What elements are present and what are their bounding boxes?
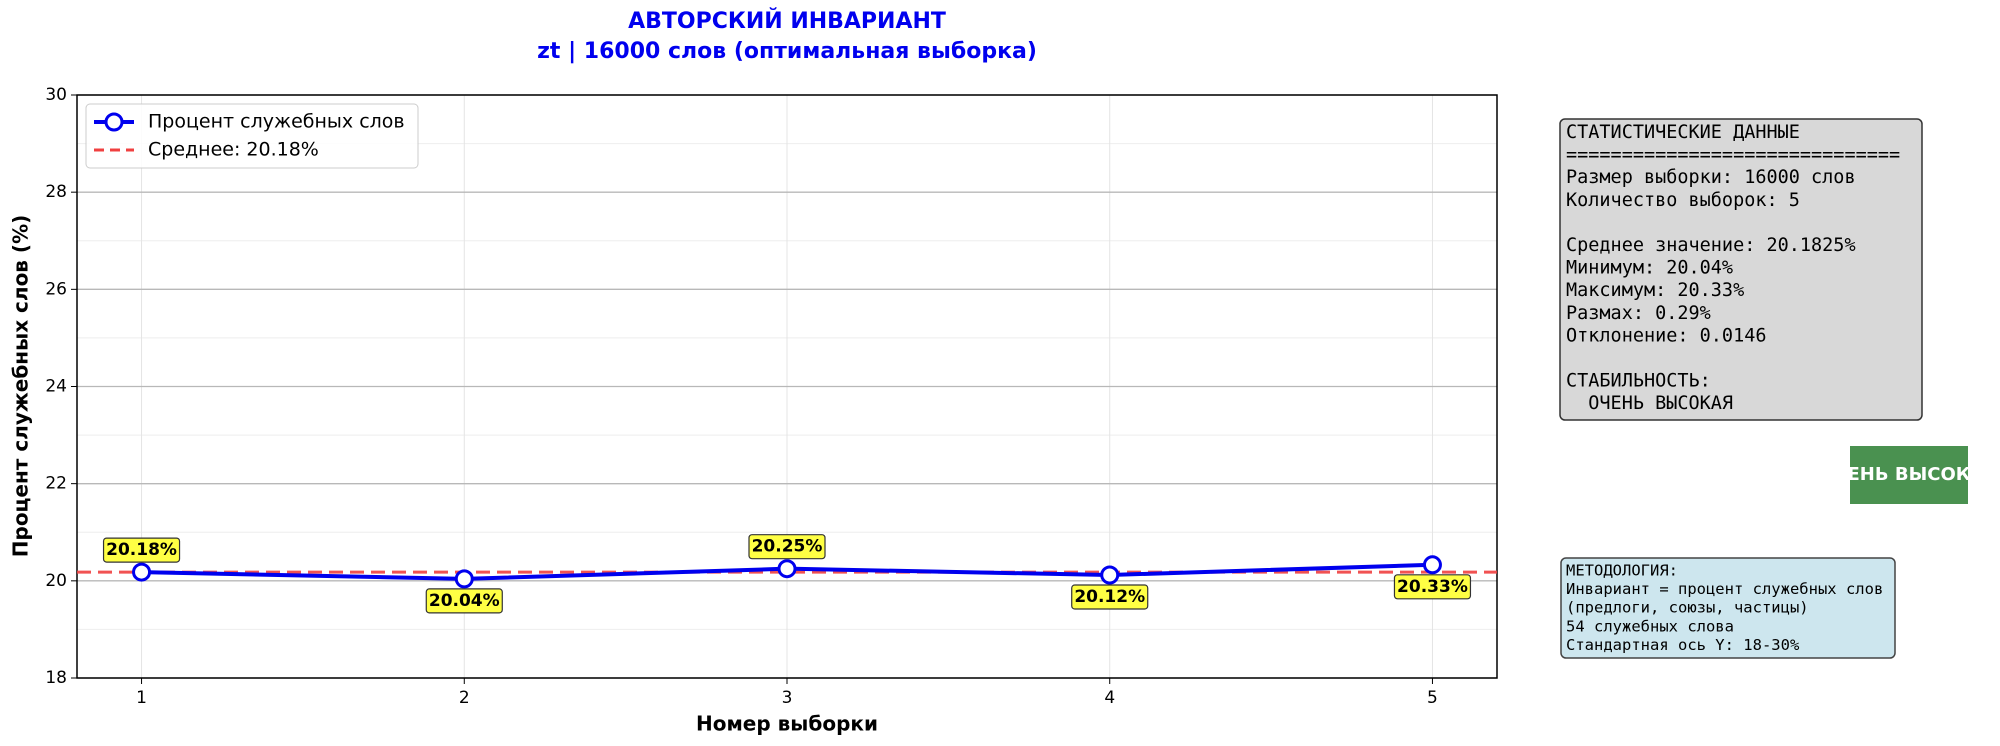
value-label: 20.33%	[1397, 577, 1468, 597]
stats-line: Максимум: 20.33%	[1566, 280, 1744, 301]
x-tick-label: 5	[1427, 688, 1438, 708]
y-tick-label: 24	[45, 377, 67, 397]
stats-line: СТАТИСТИЧЕСКИЕ ДАННЫЕ	[1566, 122, 1800, 143]
badge	[1850, 446, 1968, 504]
value-label-box	[1071, 584, 1149, 610]
marker	[1100, 565, 1120, 585]
method-line: Стандартная ось Y: 18-30%	[1566, 636, 1800, 654]
legend-label: Среднее: 20.18%	[148, 139, 319, 161]
value-label-box	[748, 534, 826, 560]
x-tick-label: 3	[782, 688, 793, 708]
chart-subtitle: zt | 16000 слов (оптимальная выборка)	[537, 39, 1037, 64]
stats-line: Минимум: 20.04%	[1566, 258, 1733, 279]
value-label-box	[1393, 574, 1472, 600]
stats-line: ОЧЕНЬ ВЫСОКАЯ	[1566, 393, 1733, 414]
value-label-box	[425, 588, 503, 614]
y-tick-label: 22	[45, 474, 67, 494]
stats-line: Среднее значение: 20.1825%	[1566, 235, 1856, 256]
value-label: 20.25%	[752, 537, 823, 557]
marker	[777, 559, 797, 579]
method-line: 54 служебных слова	[1566, 617, 1734, 635]
method-box	[1560, 557, 1896, 659]
x-tick-label: 2	[459, 688, 470, 708]
value-label-box	[102, 537, 181, 563]
legend-marker	[104, 112, 124, 132]
legend-box	[85, 103, 419, 169]
x-tick-label: 4	[1104, 688, 1115, 708]
chart-title: АВТОРСКИЙ ИНВАРИАНТ	[628, 8, 946, 34]
stats-line: СТАБИЛЬНОСТЬ:	[1566, 371, 1711, 392]
stats-line: ==============================	[1566, 145, 1900, 166]
y-tick-label: 20	[45, 571, 67, 591]
value-label: 20.04%	[429, 591, 500, 611]
marker	[1422, 555, 1442, 575]
y-tick-label: 30	[45, 85, 67, 105]
y-axis-label: Процент служебных слов (%)	[9, 215, 33, 557]
value-label: 20.18%	[106, 540, 177, 560]
x-axis-label: Номер выборки	[696, 712, 878, 736]
stats-line: Размер выборки: 16000 слов	[1566, 167, 1856, 188]
badge-text: ЕНЬ ВЫСОК	[1848, 464, 1971, 485]
stats-line: Количество выборок: 5	[1566, 190, 1800, 211]
y-tick-label: 18	[45, 668, 67, 688]
method-line: Инвариант = процент служебных слов	[1566, 580, 1883, 598]
y-tick-label: 28	[45, 182, 67, 202]
legend-label: Процент служебных слов	[148, 111, 405, 133]
stats-line: Размах: 0.29%	[1566, 303, 1711, 324]
x-tick-label: 1	[136, 688, 147, 708]
stats-box	[1559, 118, 1923, 421]
stats-line: Отклонение: 0.0146	[1566, 325, 1766, 346]
method-line: МЕТОДОЛОГИЯ:	[1566, 562, 1678, 580]
marker	[454, 569, 474, 589]
method-line: (предлоги, союзы, частицы)	[1566, 599, 1809, 617]
marker	[132, 562, 152, 582]
value-label: 20.12%	[1074, 587, 1145, 607]
y-tick-label: 26	[45, 279, 67, 299]
